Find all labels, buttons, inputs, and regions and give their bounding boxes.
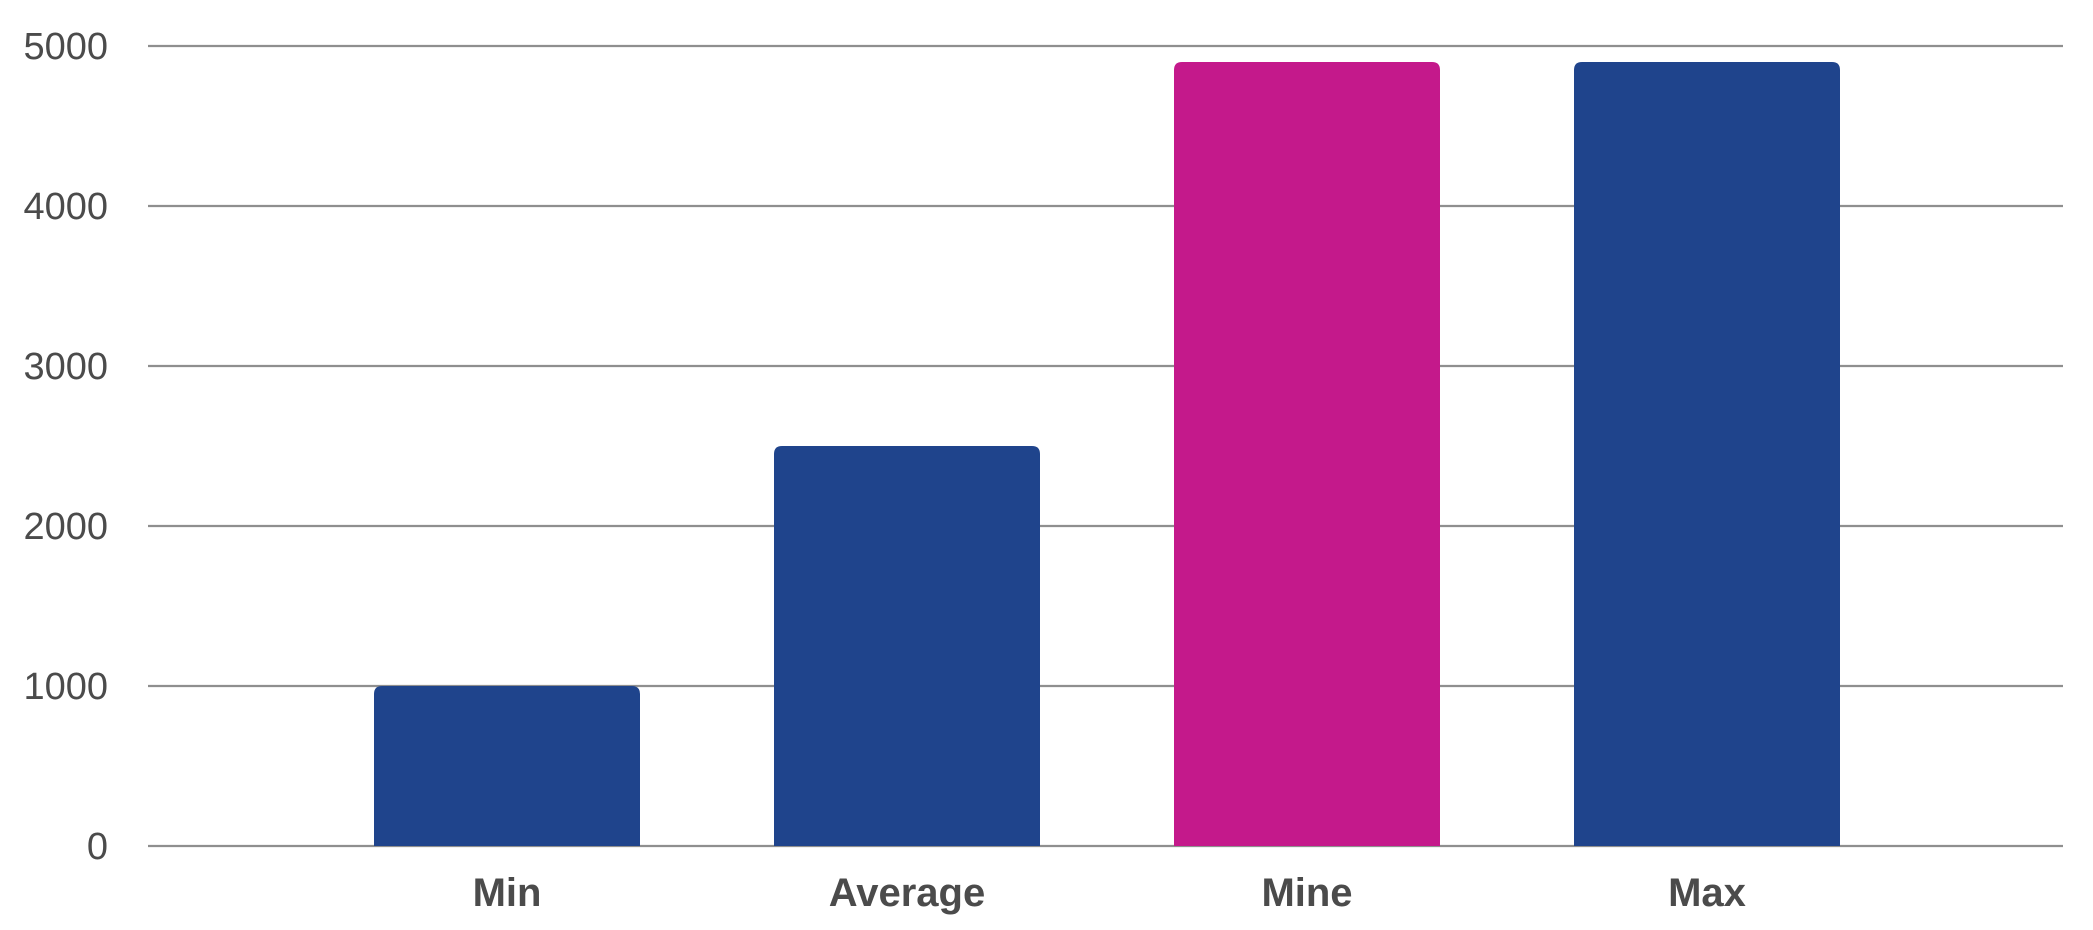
bar-average bbox=[774, 446, 1040, 846]
x-tick-label-min: Min bbox=[473, 871, 542, 915]
y-axis-ticks: 0 1000 2000 3000 4000 5000 bbox=[23, 26, 108, 868]
y-tick-label: 3000 bbox=[23, 346, 108, 388]
y-tick-label: 4000 bbox=[23, 186, 108, 228]
x-tick-label-average: Average bbox=[829, 871, 985, 915]
y-tick-label: 0 bbox=[87, 826, 108, 868]
x-tick-label-max: Max bbox=[1668, 871, 1746, 915]
y-tick-label: 2000 bbox=[23, 506, 108, 548]
x-axis-ticks: Min Average Mine Max bbox=[473, 871, 1746, 915]
x-tick-label-mine: Mine bbox=[1261, 871, 1352, 915]
bar-layer bbox=[374, 62, 1840, 846]
bar-mine bbox=[1174, 62, 1440, 846]
bar-max bbox=[1574, 62, 1840, 846]
y-tick-label: 5000 bbox=[23, 26, 108, 68]
bar-min bbox=[374, 686, 640, 846]
y-tick-label: 1000 bbox=[23, 666, 108, 708]
